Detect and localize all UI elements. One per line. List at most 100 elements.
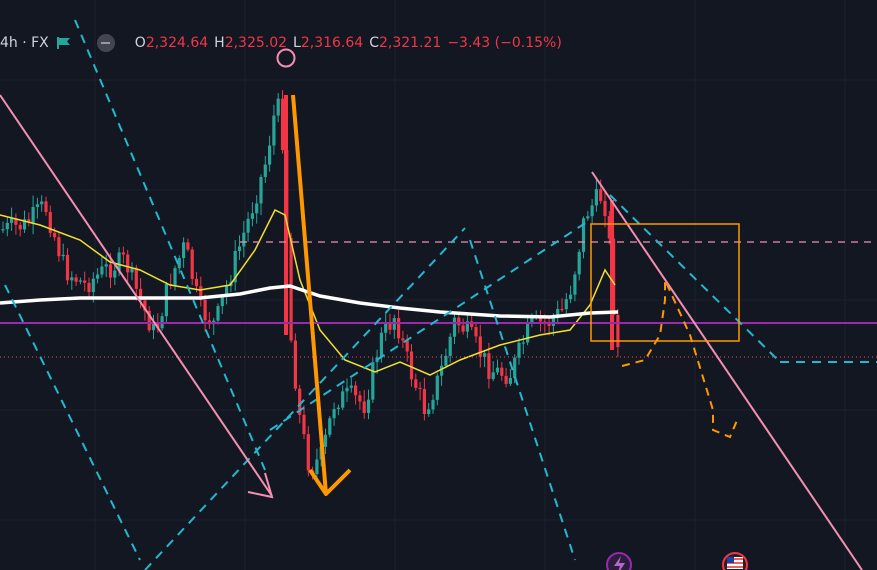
candle-body <box>246 218 250 233</box>
candle-body <box>491 372 495 379</box>
candle-body <box>405 340 409 352</box>
lightning-glyph <box>614 556 625 570</box>
open-value: 2,324.64 <box>145 35 209 51</box>
candle-body <box>384 323 388 333</box>
candle-body <box>263 164 267 178</box>
pink-trend-line <box>0 94 273 497</box>
candle-body <box>143 300 147 311</box>
candle-body <box>194 278 199 287</box>
change-value: −3.43 (−0.15%) <box>447 35 562 51</box>
candle-body <box>323 434 328 447</box>
candle-body <box>276 98 280 116</box>
candle-body <box>371 362 375 400</box>
candle-body <box>255 203 259 214</box>
candle-body <box>448 336 452 356</box>
candle-body <box>362 401 366 413</box>
candle-body <box>427 409 431 414</box>
candle-body <box>27 219 31 223</box>
candle-body <box>268 145 272 165</box>
candle-body <box>530 316 534 322</box>
orange-projection-path <box>621 279 739 439</box>
candle-body <box>259 177 263 204</box>
candle-body <box>328 418 332 435</box>
candle-body <box>366 399 371 413</box>
candle-body <box>474 327 478 337</box>
candle-body <box>452 317 457 337</box>
candle-body <box>495 367 500 373</box>
candle-body <box>5 222 9 230</box>
candle-body <box>478 336 482 357</box>
candle-body <box>203 299 207 321</box>
candle-body <box>298 388 302 415</box>
flag-icon[interactable] <box>56 37 71 49</box>
candle-body <box>603 200 607 216</box>
close-value: 2,321.21 <box>378 35 442 51</box>
candle-body <box>182 242 186 259</box>
candle-body <box>616 314 620 348</box>
candle-body <box>22 219 27 230</box>
candle-body <box>225 285 229 297</box>
candle-body <box>104 264 108 267</box>
candle-body <box>280 98 285 151</box>
candle-body <box>409 351 414 380</box>
cyan-channel-line <box>144 227 466 570</box>
candle-body <box>487 353 491 379</box>
candle-body <box>607 215 611 239</box>
candle-body <box>78 280 82 282</box>
candle-body <box>397 318 401 339</box>
candle-body <box>422 389 426 414</box>
close-key: C <box>369 35 379 51</box>
candle-body <box>560 308 564 311</box>
candle-body <box>418 387 422 390</box>
candle-body <box>508 377 512 384</box>
candle-body <box>435 375 439 400</box>
candle-body <box>35 204 39 208</box>
candle-body <box>242 232 246 247</box>
candle-body <box>216 306 220 321</box>
candle-body <box>173 268 177 286</box>
candle-body <box>87 282 91 293</box>
candle-body <box>358 395 362 402</box>
candle-body <box>440 365 444 376</box>
orange-arrow-line <box>291 94 328 495</box>
candle-body <box>590 205 594 217</box>
candle-body <box>126 254 130 273</box>
ma-slow-line <box>0 284 619 319</box>
candle-body <box>564 299 568 310</box>
candle-body <box>551 317 555 326</box>
candle-body <box>332 409 336 419</box>
candle-body <box>470 321 474 328</box>
visibility-toggle-icon[interactable] <box>96 34 115 52</box>
candle-body <box>117 252 121 271</box>
orange-zone-box <box>590 223 740 342</box>
candle-body <box>556 308 560 318</box>
candle-body <box>444 355 448 366</box>
candle-body <box>134 267 138 289</box>
candle-body <box>500 367 504 376</box>
candle-body <box>65 254 70 281</box>
candle-body <box>121 252 125 255</box>
candle-body <box>354 385 358 396</box>
candle-body <box>513 357 517 378</box>
candle-body <box>586 216 590 219</box>
candle-body <box>70 277 74 281</box>
candle-body <box>272 115 276 146</box>
pink-trend-line <box>591 171 863 570</box>
candle-body <box>1 229 5 231</box>
candle-body <box>336 407 340 410</box>
symbol-interval[interactable]: 4h · FX <box>0 35 49 51</box>
candle-body <box>113 270 117 278</box>
candle-body <box>573 274 577 295</box>
candle-body <box>61 254 65 257</box>
candle-body <box>302 414 306 435</box>
candle-body <box>31 207 35 223</box>
candle-body <box>577 251 581 275</box>
orange-arrow-head <box>308 468 352 496</box>
candle-body <box>130 267 134 273</box>
candle-body <box>349 385 353 388</box>
candle-body <box>289 237 293 341</box>
candle-body <box>108 264 113 278</box>
high-value: 2,325.02 <box>224 35 288 51</box>
